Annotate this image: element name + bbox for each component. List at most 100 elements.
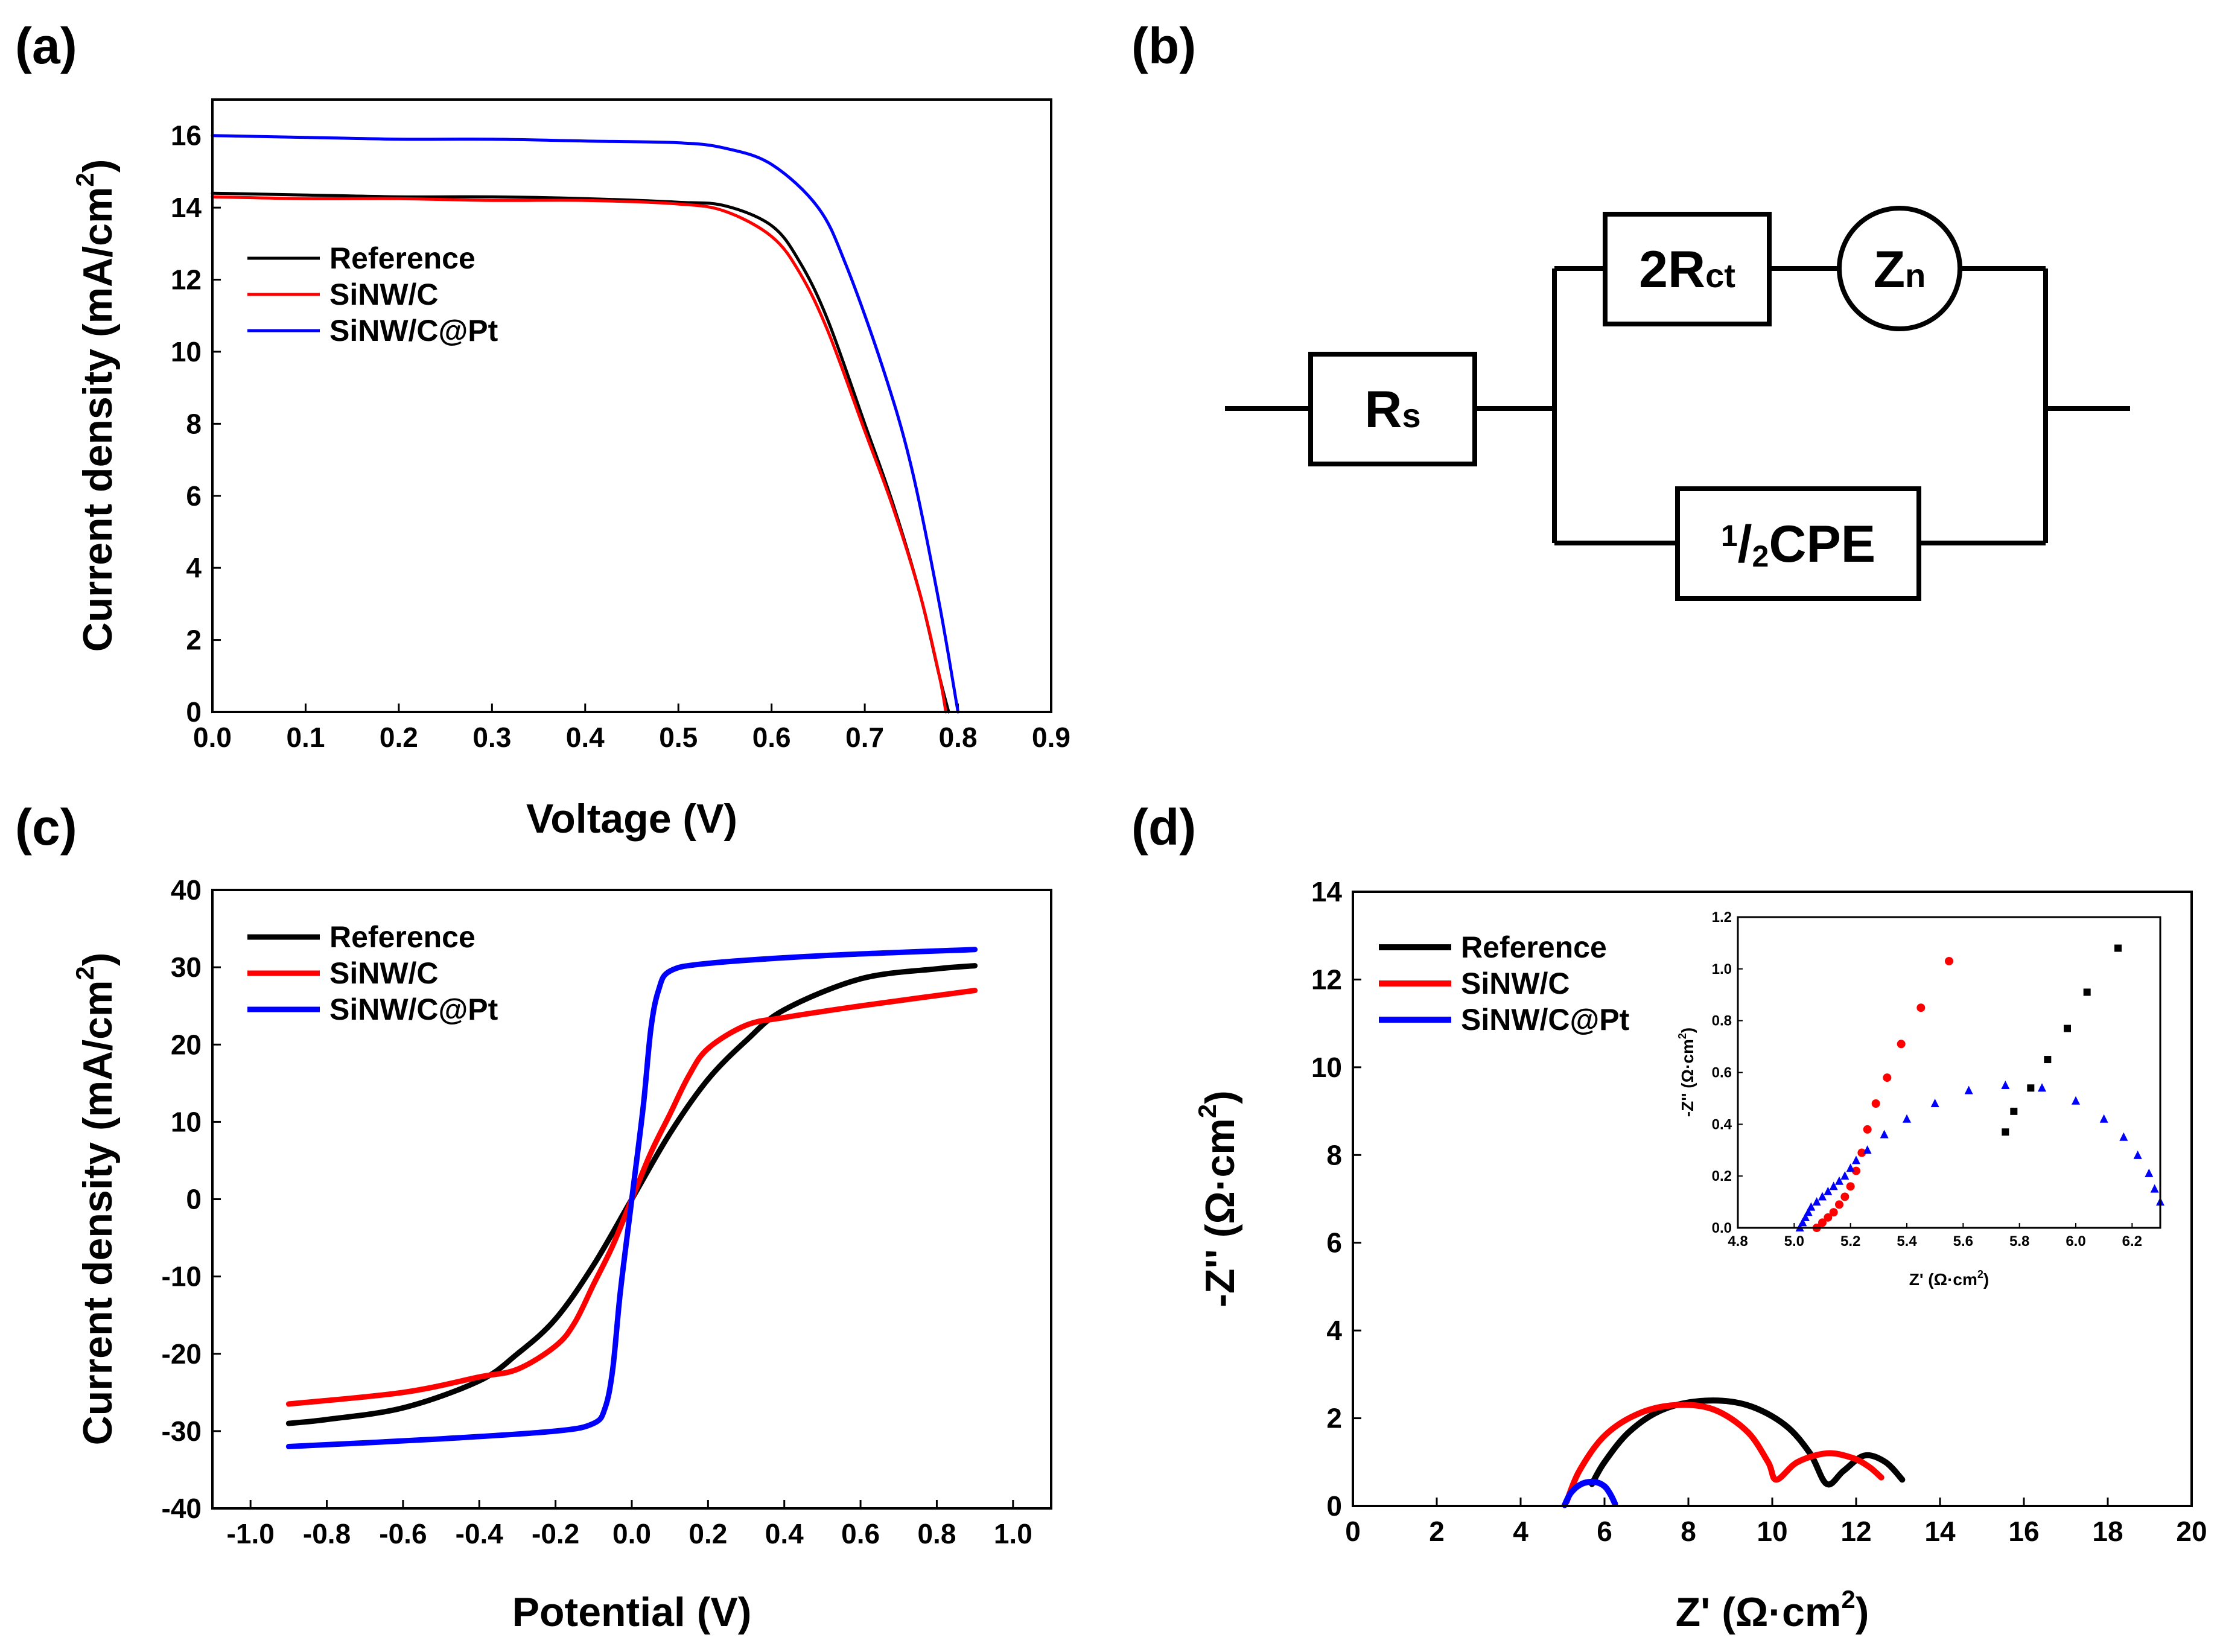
rs-sub: s xyxy=(1402,396,1420,434)
chart-c: -1.0 -0.8 -0.6 -0.4 -0.2 0.0 0.2 0.4 0.6 0.8 1.0 -4… xyxy=(71,874,1052,1635)
x-tick-label: 1.0 xyxy=(994,1518,1032,1549)
inset-x-tick-label: 6.0 xyxy=(2066,1233,2085,1250)
x-tick-label: -0.2 xyxy=(532,1518,579,1549)
inset-point-sinw_c_pt xyxy=(1818,1192,1827,1201)
x-tick-label: 12 xyxy=(1840,1516,1871,1547)
inset-y-tick-label: 1.0 xyxy=(1712,961,1732,977)
panel-label-b: (b) xyxy=(1131,17,1196,74)
inset-point-sinw_c xyxy=(1883,1073,1892,1082)
inset-point-sinw_c_pt xyxy=(1835,1176,1843,1185)
chart-d-ylabel-main: -Z'' (Ω·cm xyxy=(1197,1118,1243,1307)
x-tick-label: -0.8 xyxy=(303,1518,351,1549)
inset-point-sinw_c_pt xyxy=(1930,1099,1939,1107)
inset-point-reference xyxy=(2027,1084,2035,1092)
y-tick-label: 4 xyxy=(186,552,202,583)
inset-xlabel: Z' (Ω·cm2) xyxy=(1909,1268,1989,1289)
inset-point-sinw_c xyxy=(1897,1040,1906,1049)
inset-y-tick-label: 0.6 xyxy=(1712,1065,1732,1081)
chart-c-frame xyxy=(211,889,1052,1510)
inset-x-tick-label: 5.6 xyxy=(1953,1233,1973,1250)
x-tick-label: 0.4 xyxy=(566,722,605,753)
inset-point-sinw_c xyxy=(1846,1182,1855,1191)
x-tick-label: 14 xyxy=(1924,1516,1956,1547)
y-tick-label: 6 xyxy=(1326,1227,1342,1259)
zn-label: Zn xyxy=(1874,241,1926,299)
x-tick-label: 0.6 xyxy=(752,722,791,753)
y-tick-label: -40 xyxy=(162,1493,202,1524)
chart-c-ylabel-main: Current density (mA/cm xyxy=(75,980,121,1446)
inset-ylabel-main: -Z'' (Ω·cm xyxy=(1678,1039,1697,1117)
x-tick-label: 0.3 xyxy=(472,722,511,753)
chart-a-ylabel-main: Current density (mA/cm xyxy=(75,187,121,652)
inset-point-sinw_c xyxy=(1852,1166,1860,1175)
chart-a: 0.0 0.1 0.2 0.3 0.4 0.5 0.6 0.7 0.8 0.9 0 2 4 6 8 10 12 1… xyxy=(71,98,1070,842)
y-tick-label: -20 xyxy=(162,1338,202,1370)
y-tick-label: 0 xyxy=(186,1184,202,1215)
inset-x-tick-label: 5.2 xyxy=(1840,1233,1860,1250)
inset-point-reference xyxy=(2010,1107,2018,1115)
inset-point-sinw_c xyxy=(1916,1003,1926,1012)
series-line-reference xyxy=(1589,1397,1906,1488)
chart-d-inset: 4.8 5.0 5.2 5.4 5.6 5.8 6.0 6.2 0.0 0.2 0.4 0.6 0.8 1… xyxy=(1676,905,2181,1289)
rct-main: 2R xyxy=(1639,241,1705,299)
series-line-sinw_c xyxy=(211,195,947,714)
x-tick-label: 0.2 xyxy=(689,1518,727,1549)
x-tick-label: 0.7 xyxy=(845,722,884,753)
inset-ticks: 4.8 5.0 5.2 5.4 5.6 5.8 6.0 6.2 0.0 0.2 0.4 0.6 0.8 1… xyxy=(1712,909,2142,1250)
y-tick-label: 16 xyxy=(171,120,202,151)
inset-point-reference xyxy=(2083,988,2091,996)
inset-point-reference xyxy=(2064,1025,2071,1032)
inset-point-sinw_c_pt xyxy=(1829,1181,1838,1190)
y-tick-label: 20 xyxy=(171,1029,202,1060)
y-tick-label: 10 xyxy=(171,336,202,367)
x-tick-label: 2 xyxy=(1429,1516,1445,1547)
x-tick-label: 0.0 xyxy=(612,1518,651,1549)
legend-label-sinw_c_pt: SiNW/C@Pt xyxy=(329,314,498,348)
inset-point-sinw_c_pt xyxy=(1804,1207,1813,1216)
inset-point-sinw_c_pt xyxy=(2133,1150,2142,1159)
chart-c-ylabel-tail: ) xyxy=(75,953,121,967)
inset-point-sinw_c xyxy=(1945,956,1953,965)
chart-d-ylabel: -Z'' (Ω·cm2) xyxy=(1193,1090,1243,1307)
series-line-sinw_c xyxy=(1563,1402,1884,1505)
inset-point-sinw_c_pt xyxy=(2150,1184,2159,1193)
inset-ylabel-tail: ) xyxy=(1678,1028,1697,1033)
y-tick-label: 12 xyxy=(1311,964,1342,995)
chart-a-ylabel: Current density (mA/cm2) xyxy=(71,159,121,652)
x-tick-label: 0.6 xyxy=(841,1518,880,1549)
chart-c-series xyxy=(285,947,978,1449)
series-line-reference xyxy=(211,191,950,714)
y-tick-label: 40 xyxy=(171,874,202,906)
panel-label-d: (d) xyxy=(1131,799,1196,856)
inset-background xyxy=(1678,905,2181,1264)
inset-point-sinw_c_pt xyxy=(2038,1083,2046,1092)
inset-point-sinw_c xyxy=(1857,1148,1866,1157)
chart-d-series xyxy=(1562,1397,1906,1508)
chart-a-ylabel-sup: 2 xyxy=(71,173,99,186)
y-tick-label: 10 xyxy=(171,1106,202,1137)
panel-label-c: (c) xyxy=(15,799,77,856)
chart-d-xlabel: Z' (Ω·cm2) xyxy=(1676,1585,1869,1635)
inset-point-sinw_c_pt xyxy=(2001,1080,2010,1089)
inset-xlabel-main: Z' (Ω·cm xyxy=(1909,1270,1977,1289)
y-tick-label: 2 xyxy=(186,624,202,656)
chart-d-ticks: 0 2 4 6 8 10 12 14 16 18 20 0 2 4 6 8 10 12 14 xyxy=(1311,876,2207,1547)
chart-c-xlabel: Potential (V) xyxy=(512,1589,752,1635)
inset-point-sinw_c_pt xyxy=(2145,1168,2154,1177)
y-tick-label: 14 xyxy=(171,192,202,223)
inset-point-sinw_c_pt xyxy=(1840,1171,1849,1180)
series-line-sinw_c_pt xyxy=(285,947,978,1449)
rct-sub: ct xyxy=(1705,256,1735,294)
inset-x-tick-label: 4.8 xyxy=(1728,1233,1748,1250)
cpe-num: 1 xyxy=(1721,519,1738,553)
inset-point-sinw_c_pt xyxy=(1863,1145,1872,1154)
x-tick-label: 0.9 xyxy=(1032,722,1070,753)
inset-y-tick-label: 1.2 xyxy=(1712,909,1732,926)
x-tick-label: 20 xyxy=(2176,1516,2207,1547)
inset-point-sinw_c_pt xyxy=(2119,1132,2128,1141)
inset-point-sinw_c_pt xyxy=(1812,1197,1821,1206)
